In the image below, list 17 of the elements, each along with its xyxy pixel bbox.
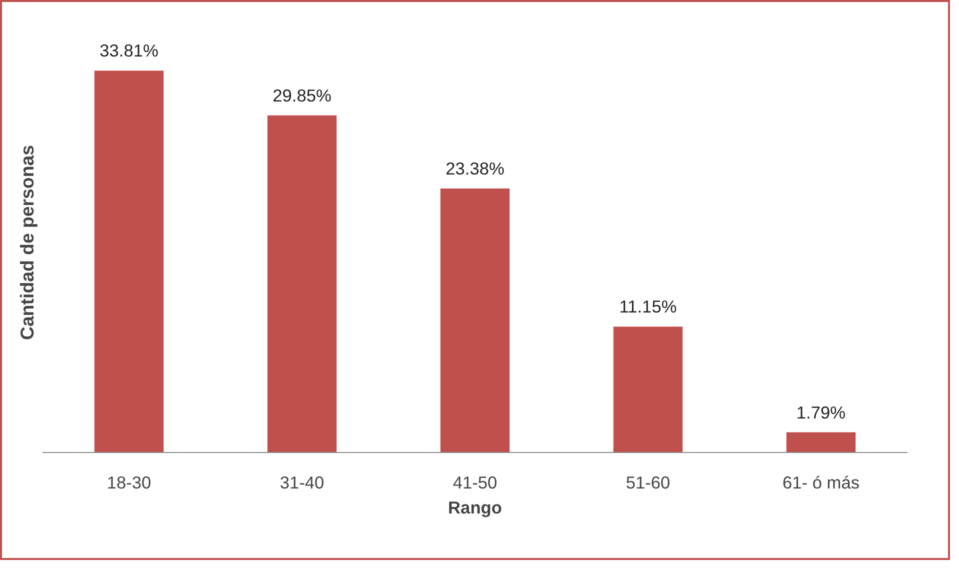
x-tick-label: 41-50 <box>452 472 498 492</box>
data-label: 33.81% <box>100 40 158 61</box>
bar <box>786 432 856 452</box>
x-tick-label: 61- ó más <box>782 472 860 492</box>
x-tick-label: 18-30 <box>106 472 152 492</box>
y-axis-title: Cantidad de personas <box>16 145 38 340</box>
bar <box>613 326 683 452</box>
data-label: 23.38% <box>446 158 504 178</box>
bar <box>267 115 337 452</box>
x-tick-label: 31-40 <box>280 472 324 492</box>
bar <box>440 188 510 452</box>
x-axis-title: Rango <box>448 498 502 518</box>
data-label: 1.79% <box>796 402 846 422</box>
bar <box>94 70 164 452</box>
data-label: 29.85% <box>272 85 332 106</box>
data-label: 11.15% <box>619 296 677 317</box>
x-tick-label: 51-60 <box>626 472 670 492</box>
